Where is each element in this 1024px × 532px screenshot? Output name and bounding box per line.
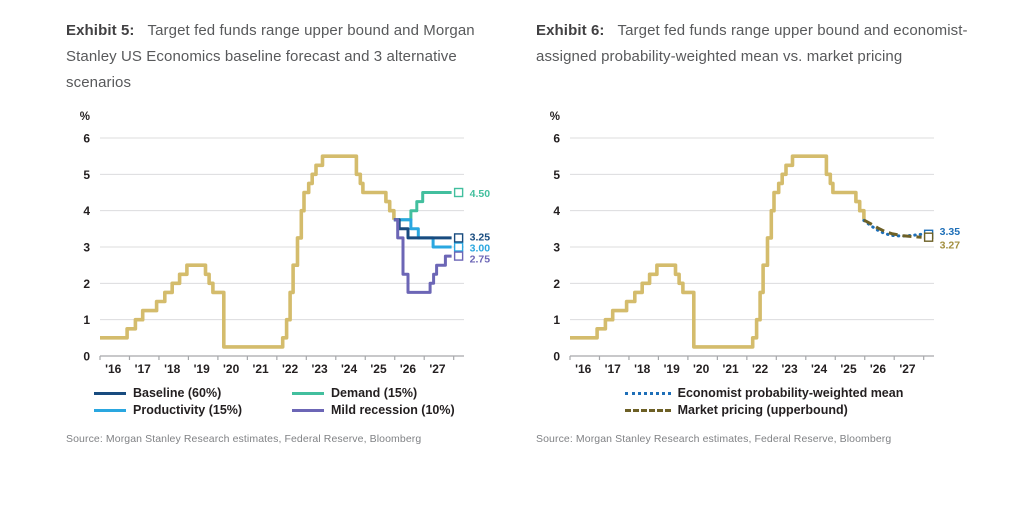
exhibit5-label: Exhibit 5:: [66, 22, 135, 39]
exhibit6-source: Source: Morgan Stanley Research estimate…: [536, 433, 892, 445]
end-marker: [453, 242, 464, 252]
svg-text:'19: '19: [664, 362, 681, 376]
end-value-label: 3.00: [470, 243, 491, 255]
svg-text:4: 4: [83, 204, 90, 218]
end-marker: [453, 187, 464, 198]
legend-swatch-dashed-line: [624, 408, 671, 412]
exhibit6-chart: 0 1 2 3 4 5 6% '16 '17 '18 '19 '20 '21 '22 '23 '24 '25 '2…: [536, 104, 992, 382]
chart-legend: Economist probability-weighted mean Marke…: [624, 386, 904, 417]
exhibit6-label: Exhibit 6:: [536, 22, 605, 39]
svg-text:'18: '18: [634, 362, 651, 376]
exhibit6-title: Exhibit 6: Target fed funds range upper b…: [536, 18, 992, 104]
series-line: [100, 154, 396, 349]
legend-swatch-dotted-line: [624, 391, 671, 395]
end-value-label: 3.27: [940, 240, 961, 252]
svg-text:6: 6: [553, 132, 560, 146]
svg-text:'16: '16: [575, 362, 592, 376]
svg-text:'26: '26: [400, 362, 417, 376]
svg-text:'24: '24: [341, 362, 358, 376]
exhibit5-chart: 0 1 2 3 4 5 6% '16 '17 '18 '19 '20 '21 '22 '23 '24 '25 '2…: [66, 104, 522, 382]
series-line: [393, 218, 452, 294]
legend-label: Mild recession (10%): [331, 403, 455, 417]
svg-text:'26: '26: [870, 362, 887, 376]
end-marker: [453, 233, 464, 243]
chart-canvas: 0 1 2 3 4 5 6% '16 '17 '18 '19 '20 '21 '22 '23 '24 '25 '2…: [550, 111, 961, 376]
legend-swatch-solid-line: [292, 391, 324, 395]
svg-text:'16: '16: [105, 362, 122, 376]
exhibit5-title-text: Target fed funds range upper bound and M…: [66, 22, 475, 91]
svg-text:'17: '17: [605, 362, 622, 376]
chart-canvas: 0 1 2 3 4 5 6% '16 '17 '18 '19 '20 '21 '22 '23 '24 '25 '2…: [80, 111, 491, 376]
end-value-label: 3.35: [940, 226, 961, 238]
svg-text:'27: '27: [899, 362, 916, 376]
svg-text:'25: '25: [370, 362, 387, 376]
svg-text:0: 0: [83, 350, 90, 364]
series-line: [393, 191, 452, 222]
legend-item: Market pricing (upperbound): [624, 403, 904, 417]
svg-text:'21: '21: [723, 362, 740, 376]
svg-text:2: 2: [83, 277, 90, 291]
svg-text:'20: '20: [223, 362, 240, 376]
legend-swatch-solid-line: [292, 408, 324, 412]
svg-text:'17: '17: [135, 362, 152, 376]
svg-text:3: 3: [553, 241, 560, 255]
svg-text:'27: '27: [429, 362, 446, 376]
svg-text:'18: '18: [164, 362, 181, 376]
y-axis-unit-label: %: [550, 111, 560, 123]
svg-text:'19: '19: [194, 362, 211, 376]
series-line: [393, 218, 452, 240]
end-value-label: 2.75: [470, 254, 491, 266]
svg-text:'22: '22: [282, 362, 299, 376]
svg-text:1: 1: [553, 313, 560, 327]
svg-text:'20: '20: [693, 362, 710, 376]
svg-text:4: 4: [553, 204, 560, 218]
exhibit6-title-text: Target fed funds range upper bound and e…: [536, 22, 968, 65]
end-value-label: 4.50: [470, 188, 491, 200]
svg-text:'24: '24: [811, 362, 828, 376]
exhibit5-source: Source: Morgan Stanley Research estimate…: [66, 433, 422, 445]
legend-label: Productivity (15%): [133, 403, 243, 417]
svg-text:2: 2: [553, 277, 560, 291]
legend-label: Market pricing (upperbound): [677, 403, 848, 417]
svg-text:'23: '23: [781, 362, 798, 376]
svg-text:5: 5: [83, 168, 90, 182]
end-marker: [453, 251, 464, 261]
legend-label: Economist probability-weighted mean: [677, 386, 904, 400]
svg-text:5: 5: [553, 168, 560, 182]
legend-label: Demand (15%): [331, 386, 418, 400]
end-marker: [923, 232, 934, 242]
series-line: [570, 154, 866, 349]
svg-text:'22: '22: [752, 362, 769, 376]
series-line: [393, 218, 452, 249]
exhibit5-legend: Baseline (60%) Demand (15%) Productivity (…: [66, 386, 522, 417]
exhibit6-panel: Exhibit 6: Target fed funds range upper b…: [536, 18, 992, 445]
legend-item: Demand (15%): [292, 386, 522, 400]
legend-swatch-solid-line: [94, 408, 126, 412]
legend-item: Mild recession (10%): [292, 403, 522, 417]
exhibit6-legend: Economist probability-weighted mean Marke…: [536, 386, 992, 417]
svg-text:1: 1: [83, 313, 90, 327]
svg-text:'23: '23: [311, 362, 328, 376]
svg-text:'25: '25: [840, 362, 857, 376]
svg-text:3: 3: [83, 241, 90, 255]
y-axis-unit-label: %: [80, 111, 90, 123]
chart-legend: Baseline (60%) Demand (15%) Productivity (…: [94, 386, 522, 417]
legend-item: Productivity (15%): [94, 403, 292, 417]
series-line: [863, 218, 922, 239]
svg-text:6: 6: [83, 132, 90, 146]
legend-label: Baseline (60%): [133, 386, 222, 400]
legend-item: Economist probability-weighted mean: [624, 386, 904, 400]
exhibit5-panel: Exhibit 5: Target fed funds range upper b…: [66, 18, 522, 445]
exhibit5-title: Exhibit 5: Target fed funds range upper b…: [66, 18, 522, 104]
svg-text:'21: '21: [253, 362, 270, 376]
svg-text:0: 0: [553, 350, 560, 364]
legend-item: Baseline (60%): [94, 386, 292, 400]
legend-swatch-solid-line: [94, 391, 126, 395]
end-value-label: 3.25: [470, 231, 491, 243]
